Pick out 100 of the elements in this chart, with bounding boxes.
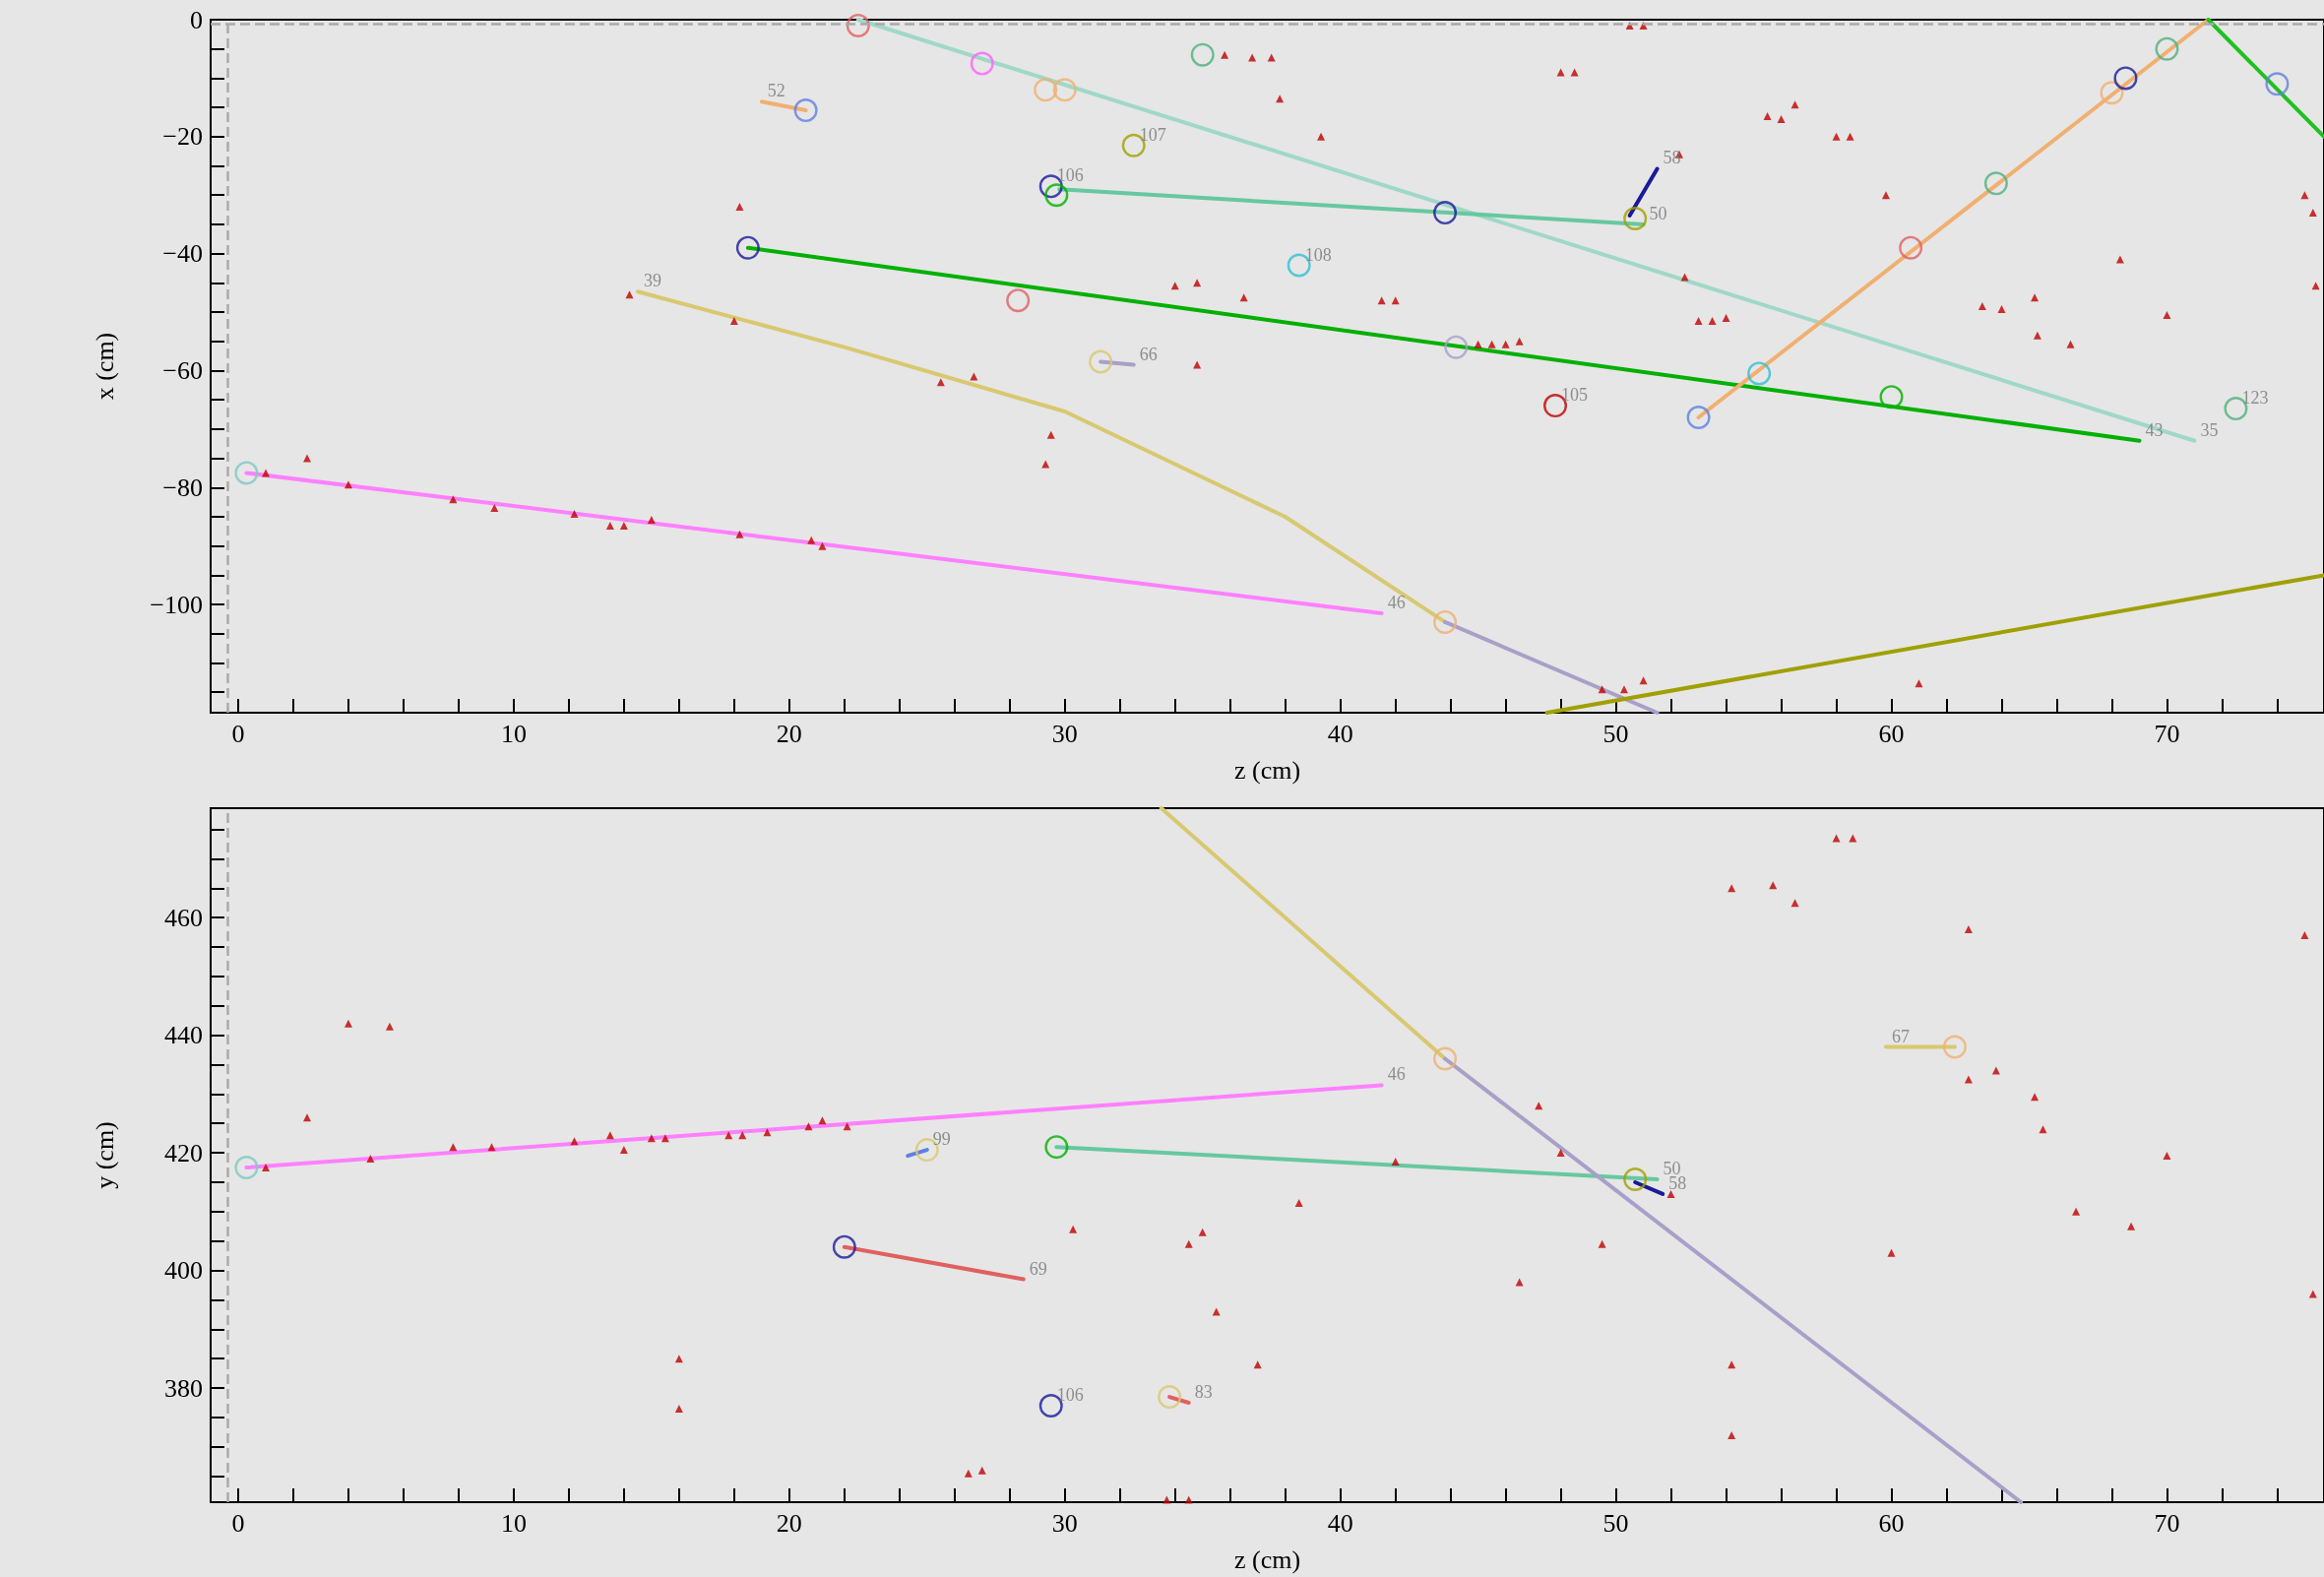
point xyxy=(385,1022,394,1031)
point xyxy=(793,98,818,123)
annotation: 69 xyxy=(1029,1258,1047,1279)
point xyxy=(1184,1239,1193,1248)
annotation: 99 xyxy=(932,1129,951,1150)
point xyxy=(964,1469,973,1478)
point xyxy=(1198,1228,1207,1236)
point xyxy=(1069,1225,1078,1233)
annotation: 35 xyxy=(2200,419,2219,440)
point xyxy=(1052,78,1077,102)
x-tick-label: 40 xyxy=(1327,1508,1353,1538)
y-tick-label: −40 xyxy=(162,239,203,269)
point xyxy=(804,1122,813,1131)
annotation: 106 xyxy=(1056,1385,1084,1406)
point xyxy=(2265,72,2290,96)
point xyxy=(302,1113,311,1122)
point xyxy=(2308,1290,2317,1298)
y-tick-label: 440 xyxy=(164,1021,203,1050)
point xyxy=(366,1155,375,1164)
point xyxy=(1294,1198,1303,1207)
annotation: 106 xyxy=(1056,165,1084,186)
point xyxy=(970,51,994,76)
point xyxy=(1391,1158,1400,1167)
point xyxy=(763,1128,772,1137)
x-axis-title: z (cm) xyxy=(1233,1545,1301,1574)
annotation: 39 xyxy=(643,271,661,291)
point xyxy=(619,1146,628,1155)
annotation: 58 xyxy=(1663,148,1681,168)
point xyxy=(1623,206,1648,230)
point xyxy=(1556,1149,1565,1158)
point xyxy=(605,1131,614,1140)
point xyxy=(647,1134,656,1143)
x-axis-title: z (cm) xyxy=(1233,755,1301,785)
point xyxy=(570,1137,579,1146)
x-tick-label: 30 xyxy=(1051,719,1078,748)
annotation: 107 xyxy=(1139,124,1166,145)
point xyxy=(1623,1167,1648,1191)
x-tick-label: 10 xyxy=(500,1508,527,1538)
point xyxy=(735,235,760,260)
point xyxy=(1515,1278,1524,1287)
annotation: 105 xyxy=(1561,385,1589,406)
point xyxy=(449,1143,458,1152)
x-tick-label: 30 xyxy=(1051,1508,1078,1538)
y-tick-label: −100 xyxy=(150,590,203,619)
point xyxy=(1433,201,1458,225)
point xyxy=(1666,1189,1675,1198)
x-tick-label: 60 xyxy=(1878,1508,1905,1538)
point xyxy=(2127,1222,2136,1230)
y-tick-label: −80 xyxy=(162,473,203,502)
x-tick-label: 50 xyxy=(1602,719,1629,748)
point xyxy=(2113,66,2138,91)
point xyxy=(977,1466,986,1475)
point xyxy=(1184,1495,1193,1504)
point xyxy=(660,1134,669,1143)
x-tick-label: 20 xyxy=(776,719,802,748)
point xyxy=(832,1234,856,1259)
point xyxy=(843,1122,851,1131)
y-tick-label: −20 xyxy=(162,122,203,152)
point xyxy=(2163,1152,2171,1161)
point xyxy=(1089,349,1113,374)
x-tick-label: 0 xyxy=(231,1508,245,1538)
point xyxy=(674,1355,683,1363)
x-tick-label: 0 xyxy=(231,719,245,748)
point xyxy=(1598,1239,1606,1248)
point xyxy=(1790,899,1799,908)
annotation: 83 xyxy=(1194,1382,1213,1403)
x-tick-label: 60 xyxy=(1878,719,1905,748)
point xyxy=(1879,385,1904,410)
point xyxy=(1433,609,1458,634)
y-axis-title: y (cm) xyxy=(90,1121,119,1189)
point xyxy=(261,1164,270,1172)
x-tick-label: 70 xyxy=(2154,1508,2180,1538)
point xyxy=(1044,183,1069,208)
point xyxy=(1747,361,1772,386)
y-tick-label: 460 xyxy=(164,903,203,932)
x-tick-label: 50 xyxy=(1602,1508,1629,1538)
y-tick-label: 400 xyxy=(164,1256,203,1286)
y-tick-label: 380 xyxy=(164,1373,203,1403)
annotation: 50 xyxy=(1649,203,1667,223)
x-tick-label: 20 xyxy=(776,1508,802,1538)
point xyxy=(234,461,259,485)
point xyxy=(1887,1248,1896,1257)
point xyxy=(487,1143,496,1152)
annotation: 46 xyxy=(1387,1064,1406,1085)
point xyxy=(1983,171,2008,196)
point xyxy=(1942,1035,1967,1059)
point xyxy=(1899,235,1923,260)
point xyxy=(1686,405,1711,429)
annotation: 123 xyxy=(2241,388,2269,409)
y-tick-label: 420 xyxy=(164,1138,203,1167)
point xyxy=(234,1156,259,1180)
point xyxy=(1433,1046,1458,1071)
point xyxy=(674,1405,683,1413)
annotation: 67 xyxy=(1891,1026,1910,1046)
annotation: 66 xyxy=(1139,344,1158,364)
point xyxy=(1158,1385,1182,1410)
point xyxy=(2155,36,2179,61)
point xyxy=(2039,1125,2047,1134)
point xyxy=(1964,925,1973,934)
annotation: 46 xyxy=(1387,593,1406,612)
